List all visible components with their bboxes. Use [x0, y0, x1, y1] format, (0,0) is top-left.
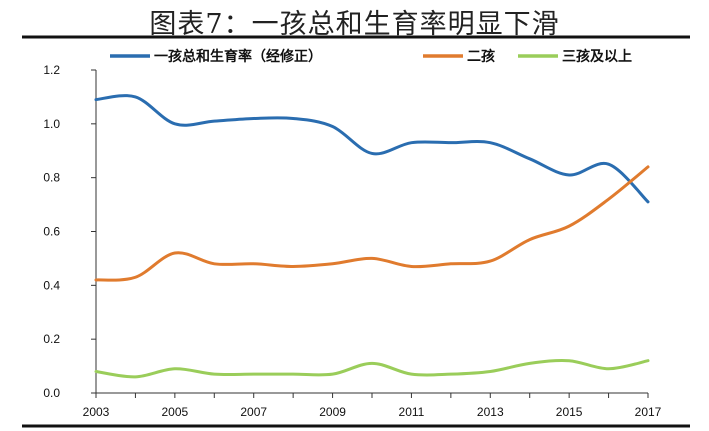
y-tick-label: 0.6 [43, 225, 60, 239]
page-title: 图表7：一孩总和生育率明显下滑 [149, 9, 560, 40]
legend-label-1: 一孩总和生育率（经修正） [154, 48, 322, 65]
y-tick-label: 1.2 [43, 63, 60, 77]
x-tick-label: 2007 [240, 405, 267, 419]
y-tick-label: 0.2 [43, 332, 60, 346]
x-tick-label: 2005 [162, 405, 189, 419]
y-tick-label: 1.0 [43, 117, 60, 131]
x-tick-label: 2017 [635, 405, 662, 419]
series-line-2 [94, 165, 650, 282]
y-tick-label: 0.4 [43, 278, 60, 292]
series-line-1 [94, 94, 650, 204]
legend-label-3: 三孩及以上 [562, 48, 632, 65]
legend-label-2: 二孩 [467, 48, 495, 65]
axes: 0.0 0.2 0.4 0.6 0.8 1.0 1.2 2003 2005 2007 2009 201… [43, 63, 661, 419]
y-tick-label: 0.0 [43, 386, 60, 400]
x-tick-label: 2009 [319, 405, 346, 419]
y-tick-label: 0.8 [43, 171, 60, 185]
legend: 一孩总和生育率（经修正） 二孩 三孩及以上 [110, 48, 632, 65]
series-group [94, 94, 650, 379]
x-tick-label: 2003 [83, 405, 110, 419]
x-tick-label: 2013 [477, 405, 504, 419]
x-tick-label: 2011 [399, 405, 425, 419]
series-line-3 [94, 358, 650, 379]
x-tick-label: 2015 [556, 405, 583, 419]
